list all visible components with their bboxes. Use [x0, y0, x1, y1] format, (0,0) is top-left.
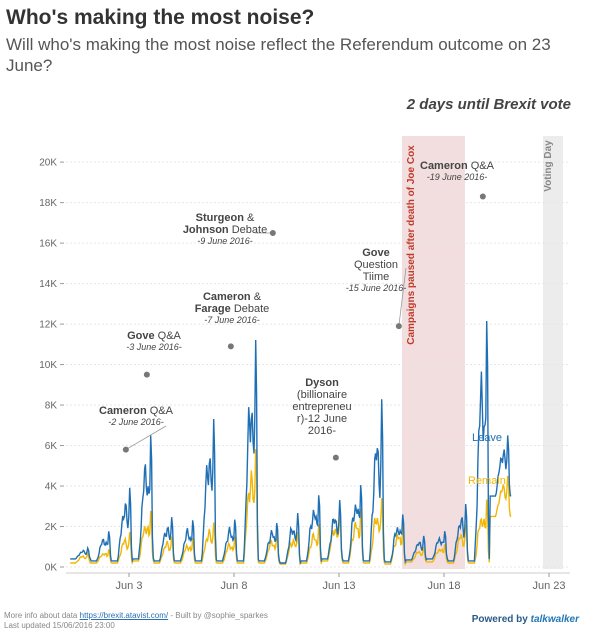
annotation-cam-qa-2: Cameron Q&A-19 June 2016- — [420, 160, 495, 200]
annotation-title: Sturgeon & — [196, 212, 255, 224]
annotation-sturgeon: Sturgeon &Johnson Debate-9 June 2016- — [183, 212, 276, 246]
annotation-title: Gove — [362, 247, 390, 259]
x-tick-label: Jun 23 — [532, 580, 565, 592]
y-tick-label: 6K — [45, 441, 58, 452]
y-tick-label: 10K — [39, 360, 57, 371]
y-tick-label: 2K — [45, 522, 58, 533]
y-tick-label: 14K — [39, 279, 57, 290]
annotation-title-line2: Farage Debate — [195, 303, 270, 315]
page-subtitle: Will who's making the most noise reflect… — [6, 35, 551, 75]
background-bands — [402, 136, 563, 569]
annotation-title: Dyson — [305, 377, 339, 389]
remain-series-label: Remain — [468, 475, 506, 487]
annotation-marker — [227, 343, 234, 350]
annotation-date: -19 June 2016- — [427, 172, 488, 182]
annotation-marker — [143, 371, 150, 378]
y-tick-label: 4K — [45, 482, 58, 493]
annotation-date: -9 June 2016- — [197, 236, 253, 246]
annotation-marker — [395, 323, 402, 330]
footer-more-info: More info about data — [4, 611, 78, 620]
annotation-marker — [269, 229, 276, 236]
annotation-line: r)-12 June — [297, 413, 347, 425]
data-source-link[interactable]: https://brexit.atavist.com/ — [79, 611, 169, 620]
annotation-gove-qa: Gove Q&A-3 June 2016- — [126, 330, 182, 378]
annotation-title-line2: Johnson Debate — [183, 224, 267, 236]
annotation-date: -2 June 2016- — [108, 417, 164, 427]
annotation-cam-farage: Cameron &Farage Debate-7 June 2016- — [195, 291, 270, 350]
y-tick-label: 12K — [39, 320, 57, 331]
annotation-line: (billionaire — [297, 389, 347, 401]
annotation-line: 2016- — [308, 425, 336, 437]
event-annotations: Cameron Q&A-2 June 2016-Gove Q&A-3 June … — [99, 160, 495, 461]
footer-built-by: - Built by @sophie_sparkes — [170, 611, 268, 620]
page-title: Who's making the most noise? — [6, 6, 315, 29]
x-tick-label: Jun 18 — [427, 580, 460, 592]
y-tick-label: 18K — [39, 198, 57, 209]
annotation-cam-qa-1: Cameron Q&A-2 June 2016- — [99, 405, 174, 453]
annotation-marker — [479, 193, 486, 200]
y-tick-label: 16K — [39, 239, 57, 250]
footer-source: More info about data https://brexit.atav… — [4, 611, 268, 620]
leave-series-label: Leave — [472, 432, 502, 444]
powered-by: Powered by talkwalker — [472, 614, 579, 625]
annotation-line: Tiime — [363, 271, 389, 283]
voting-day-band — [543, 136, 563, 569]
annotation-line: Question — [354, 259, 398, 271]
voting-day-label: Voting Day — [543, 140, 554, 192]
y-tick-label: 0K — [45, 563, 58, 574]
annotation-title: Cameron Q&A — [420, 160, 495, 172]
annotation-date: -3 June 2016- — [126, 342, 182, 352]
footer-updated: Last updated 15/06/2016 23:00 — [4, 621, 115, 630]
annotation-marker — [332, 454, 339, 461]
annotation-leader — [125, 425, 167, 450]
x-tick-label: Jun 13 — [322, 580, 355, 592]
annotation-title: Cameron Q&A — [99, 405, 174, 417]
pause-band — [402, 136, 465, 569]
remain-series-line — [70, 449, 512, 567]
annotation-marker — [122, 446, 129, 453]
leave-series-line — [70, 320, 512, 565]
annotation-line: entrepreneu — [292, 401, 351, 413]
y-tick-label: 20K — [39, 158, 57, 169]
x-tick-label: Jun 3 — [116, 580, 143, 592]
annotation-title: Cameron & — [203, 291, 262, 303]
countdown-label: 2 days until Brexit vote — [406, 96, 571, 113]
pause-band-label: Campaigns paused after death of Joe Cox — [406, 145, 417, 345]
annotation-title: Gove Q&A — [127, 330, 181, 342]
x-tick-label: Jun 8 — [221, 580, 248, 592]
powered-by-label: Powered by — [471, 614, 528, 625]
y-axis: 0K 2K 4K 6K 8K 10K 12K 14K 16K 18K 20K — [39, 158, 64, 574]
annotation-date: -7 June 2016- — [204, 315, 260, 325]
annotation-leader — [398, 267, 407, 327]
annotation-date: -15 June 2016- — [346, 283, 407, 293]
y-tick-label: 8K — [45, 401, 58, 412]
x-axis: Jun 3 Jun 8 Jun 13 Jun 18 Jun 23 — [66, 572, 570, 592]
talkwalker-logo: talkwalker — [530, 614, 579, 625]
